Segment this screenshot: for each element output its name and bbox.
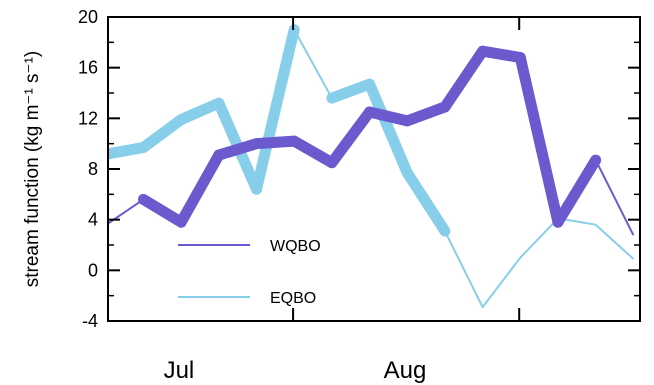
wqbo-point [519, 57, 521, 59]
eqbo-thick-segment [326, 78, 376, 104]
eqbo-point [406, 172, 408, 174]
x-month-label: Aug [384, 357, 427, 384]
wqbo-point [369, 111, 371, 113]
eqbo-series [108, 24, 634, 309]
wqbo-thick-segment [552, 154, 602, 228]
wqbo-series [108, 45, 635, 236]
wqbo-thick-segment [175, 149, 225, 228]
wqbo-thick-segment [251, 135, 300, 150]
wqbo-thick-segment [326, 106, 376, 169]
wqbo-point [180, 221, 182, 223]
legend: WQBO EQBO [178, 238, 321, 307]
wqbo-thick-segment [288, 135, 338, 169]
legend-label-eqbo: EQBO [270, 290, 316, 307]
x-month-label: Jul [164, 357, 195, 384]
series-group [108, 24, 635, 309]
wqbo-point [256, 143, 258, 145]
eqbo-point [369, 83, 371, 85]
wqbo-point [482, 50, 484, 52]
eqbo-point [519, 257, 521, 259]
wqbo-point [218, 154, 220, 156]
eqbo-thick-segment [364, 78, 413, 179]
y-tick-label: 4 [88, 210, 98, 230]
eqbo-thick-segment [108, 141, 149, 160]
eqbo-point [142, 146, 144, 148]
y-tick-label: 8 [88, 159, 98, 179]
wqbo-thick-segment [401, 101, 451, 127]
eqbo-point [218, 102, 220, 104]
labels-layer: -4 0 4 8 12 16 20 Jul Aug [78, 7, 426, 384]
eqbo-point [595, 224, 597, 226]
eqbo-point [482, 306, 484, 308]
y-tick-label: 20 [78, 7, 98, 27]
eqbo-line [108, 28, 634, 309]
wqbo-thick-segment [137, 193, 187, 228]
eqbo-thick-segment [401, 167, 451, 237]
y-tick-label: -4 [82, 311, 98, 331]
y-tick-label: 12 [78, 108, 98, 128]
eqbo-thick-segment [251, 24, 300, 195]
wqbo-point [406, 120, 408, 122]
y-axis-label: stream function (kg m⁻¹ s⁻¹) [22, 51, 43, 288]
wqbo-thick-segment [477, 45, 526, 64]
series-layer [108, 24, 635, 309]
eqbo-thick-segment [137, 114, 187, 153]
eqbo-point [444, 230, 446, 232]
wqbo-thick-segment [439, 45, 489, 113]
eqbo-thick-segment [175, 97, 225, 126]
y-tick-label: 16 [78, 58, 98, 78]
wqbo-point [632, 234, 634, 236]
eqbo-point [632, 258, 634, 260]
legend-label-wqbo: WQBO [270, 238, 321, 255]
wqbo-thick-segment [514, 52, 564, 228]
wqbo-point [557, 221, 559, 223]
eqbo-point [256, 188, 258, 190]
wqbo-point [331, 162, 333, 164]
wqbo-point [444, 106, 446, 108]
wqbo-point [142, 198, 144, 200]
wqbo-thick-segment [364, 106, 413, 127]
wqbo-point [595, 159, 597, 161]
plot-frame [107, 16, 641, 322]
eqbo-point [180, 119, 182, 121]
eqbo-point [331, 97, 333, 99]
wqbo-thick-segment [213, 138, 263, 161]
ticks-layer [108, 16, 640, 322]
wqbo-point [293, 140, 295, 142]
y-tick-label: 0 [88, 260, 98, 280]
